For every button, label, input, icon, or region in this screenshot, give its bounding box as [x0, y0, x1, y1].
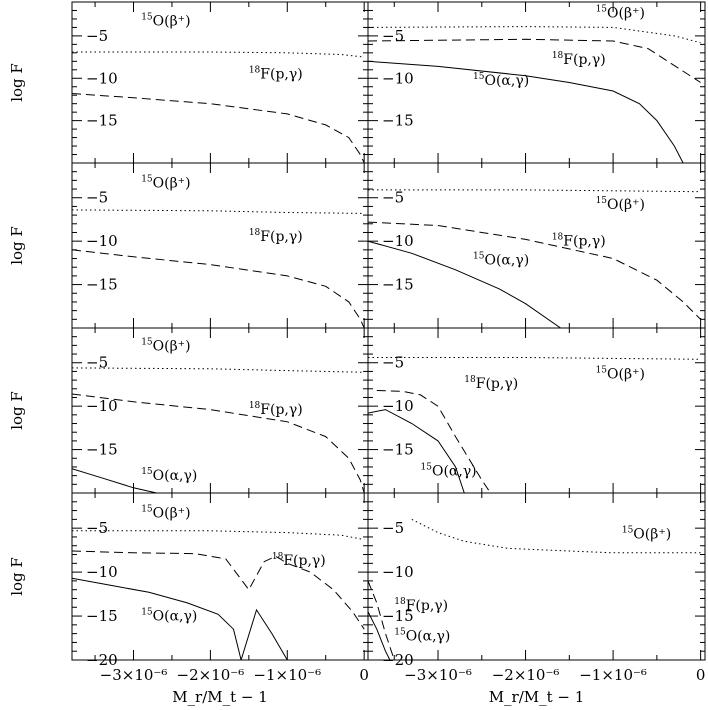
series-annotation: 18F(p,γ)	[394, 597, 448, 614]
y-tick-label: −5	[86, 519, 108, 537]
x-tick-label: −3×10⁻⁶	[100, 666, 168, 684]
series-line	[368, 221, 701, 320]
series-line	[72, 393, 365, 493]
series-annotation: 18F(p,γ)	[464, 375, 518, 392]
series-line	[72, 209, 365, 214]
y-tick-label: −10	[382, 232, 414, 250]
y-tick-label: −5	[382, 27, 404, 45]
series-line	[72, 468, 157, 493]
panel-r2c1: 15O(β⁺) 18F(p,γ) 15O(α,γ)	[367, 327, 706, 494]
y-tick-label: −15	[382, 607, 414, 625]
y-tick-label: −10	[86, 232, 118, 250]
series-annotation: 18F(p,γ)	[249, 65, 303, 82]
series-line	[72, 367, 365, 373]
y-tick-label: −15	[86, 607, 118, 625]
series-annotation: 18F(p,γ)	[272, 552, 326, 569]
y-tick-label: −15	[86, 276, 118, 294]
series-line	[72, 51, 365, 58]
series-annotation: 18F(p,γ)	[552, 51, 606, 68]
y-tick-label: −10	[382, 69, 414, 87]
y-tick-label: −20	[86, 651, 118, 669]
series-annotation: 15O(α,γ)	[473, 252, 529, 269]
series-line	[72, 577, 288, 660]
series-annotation: 15O(α,γ)	[141, 467, 197, 484]
series-annotation: 15O(β⁺)	[596, 4, 645, 21]
series-line	[368, 357, 701, 360]
tick-labels: −5 −10 −15 −5 −10 −15 −5 −10 −15 −5 −10 −15 −5 −10 −15…	[86, 27, 705, 684]
y-tick-label: −5	[86, 354, 108, 372]
y-tick-label: −5	[86, 27, 108, 45]
series-annotation: 15O(β⁺)	[141, 174, 190, 191]
series-annotation: 15O(β⁺)	[141, 338, 190, 355]
series-line	[72, 249, 365, 328]
series-line	[72, 530, 365, 541]
series-annotation: 15O(β⁺)	[596, 365, 645, 382]
panels: 15O(β⁺)18F(p,γ)15O(β⁺)18F(p,γ)15O(α,γ)15…	[71, 1, 706, 661]
y-tick-label: −15	[382, 276, 414, 294]
series-annotation: 15O(α,γ)	[394, 628, 450, 645]
series-line	[72, 550, 365, 630]
series-annotation: 15O(α,γ)	[473, 72, 529, 89]
y-axis-title: log F	[8, 226, 26, 265]
panel-frame	[367, 492, 706, 661]
y-tick-label: −15	[382, 441, 414, 459]
y-tick-label: −10	[86, 563, 118, 581]
series-line	[368, 189, 701, 193]
series-line	[376, 390, 491, 493]
x-axis-title: M_r/M_t − 1	[172, 688, 268, 706]
series-line	[368, 26, 701, 44]
series-line	[368, 240, 561, 328]
series-annotation: 15O(β⁺)	[596, 196, 645, 213]
series-line	[368, 409, 465, 493]
series-annotation: 15O(α,γ)	[141, 607, 197, 624]
panel-frame	[367, 162, 706, 329]
y-axis-title: log F	[8, 391, 26, 430]
panel-frame	[367, 327, 706, 494]
series-line	[368, 611, 391, 660]
axis-titles: log F log F log F log F M_r/M_t − 1 M_r/M_t −…	[8, 63, 584, 706]
panel-r1c1: 15O(β⁺) 18F(p,γ) 15O(α,γ)	[367, 162, 706, 329]
series-annotation: 15O(β⁺)	[622, 526, 671, 543]
x-tick-label: −2×10⁻⁶	[177, 666, 245, 684]
x-tick-label: −1×10⁻⁶	[579, 666, 647, 684]
x-tick-label: −2×10⁻⁶	[492, 666, 560, 684]
series-annotation: 15O(α,γ)	[421, 463, 477, 480]
series-annotation: 18F(p,γ)	[249, 401, 303, 418]
panel-r3c1: 15O(β⁺) 18F(p,γ) 15O(α,γ)	[367, 492, 706, 661]
y-tick-label: −10	[382, 397, 414, 415]
y-tick-label: −5	[86, 189, 108, 207]
y-tick-label: −15	[86, 112, 118, 130]
x-axis-title: M_r/M_t − 1	[489, 688, 585, 706]
series-annotation: 15O(β⁺)	[141, 13, 190, 30]
y-tick-label: −10	[86, 69, 118, 87]
x-tick-label: −3×10⁻⁶	[404, 666, 472, 684]
series-line	[368, 38, 701, 83]
panel-r0c1: 15O(β⁺) 18F(p,γ) 15O(α,γ)	[367, 1, 706, 164]
x-tick-label: 0	[359, 666, 369, 684]
x-tick-label: −1×10⁻⁶	[253, 666, 321, 684]
series-annotation: 18F(p,γ)	[552, 233, 606, 250]
y-axis-title: log F	[8, 63, 26, 102]
panel-r1c0: 15O(β⁺) 18F(p,γ)	[71, 162, 369, 329]
y-axis-title: log F	[8, 557, 26, 596]
y-tick-label: −10	[382, 563, 414, 581]
panel-frame	[367, 1, 706, 164]
y-tick-label: −5	[382, 519, 404, 537]
y-tick-label: −20	[382, 651, 414, 669]
y-tick-label: −15	[86, 441, 118, 459]
series-annotation: 18F(p,γ)	[249, 228, 303, 245]
y-tick-label: −5	[382, 189, 404, 207]
x-tick-label: 0	[696, 666, 706, 684]
series-line	[72, 93, 365, 163]
y-tick-label: −10	[86, 397, 118, 415]
series-line	[368, 60, 684, 163]
y-tick-label: −15	[382, 112, 414, 130]
series-annotation: 15O(β⁺)	[141, 505, 190, 522]
y-tick-label: −5	[382, 354, 404, 372]
